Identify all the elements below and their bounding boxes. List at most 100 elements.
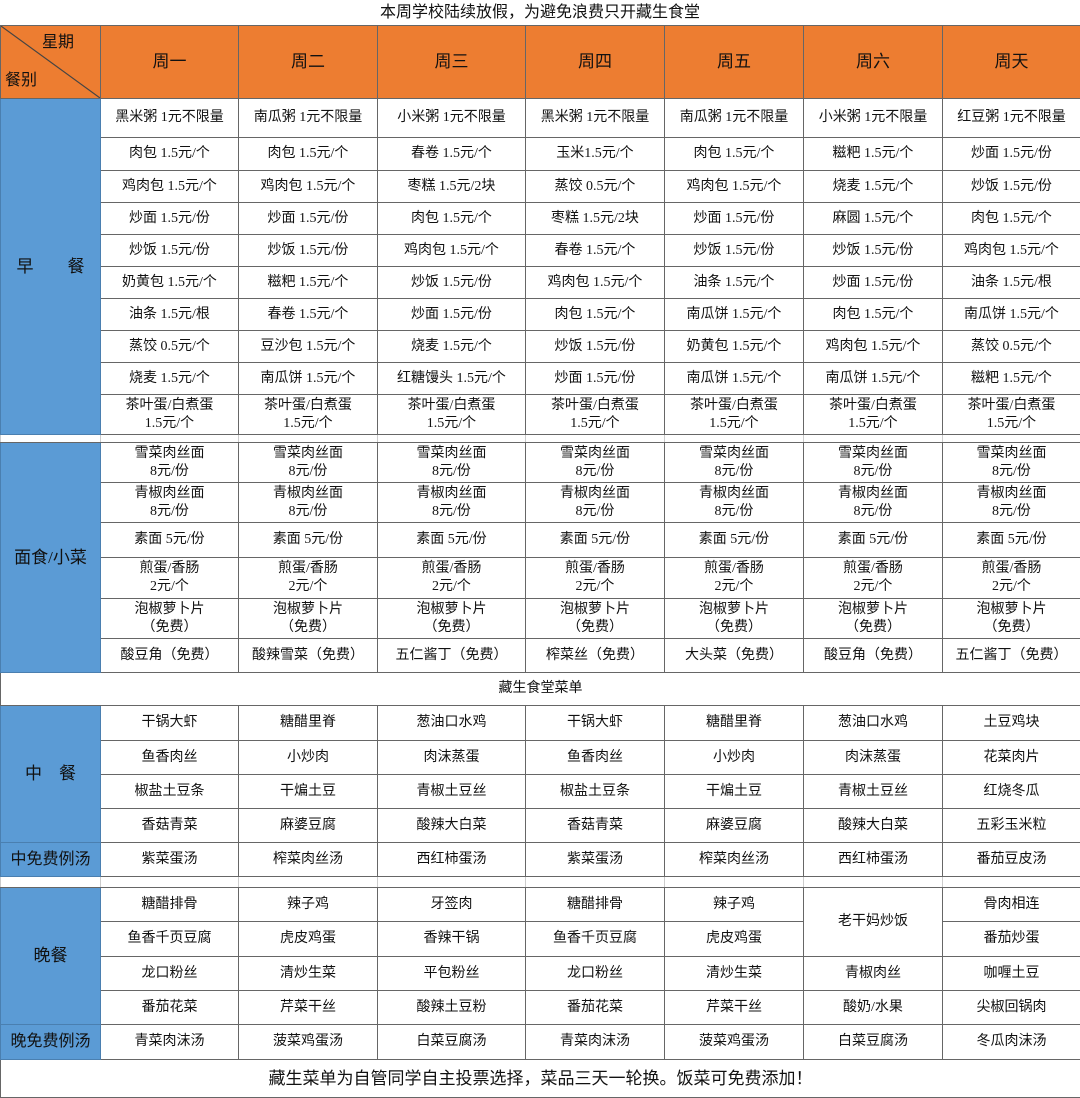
corner-weekday-label: 星期 (42, 34, 74, 52)
menu-cell: 茶叶蛋/白煮蛋 1.5元/个 (943, 395, 1080, 435)
table-row: 青椒肉丝面 8元/份青椒肉丝面 8元/份青椒肉丝面 8元/份青椒肉丝面 8元/份… (1, 483, 1080, 523)
spacer-cell (526, 877, 665, 888)
menu-cell: 茶叶蛋/白煮蛋 1.5元/个 (239, 395, 378, 435)
soup-cell: 菠菜鸡蛋汤 (665, 1025, 804, 1060)
menu-cell: 素面 5元/份 (943, 523, 1080, 558)
menu-cell: 肉沫蒸蛋 (804, 741, 943, 775)
menu-cell: 花菜肉片 (943, 741, 1080, 775)
menu-cell: 泡椒萝卜片 （免费） (101, 599, 239, 639)
table-row: 面食/小菜雪菜肉丝面 8元/份雪菜肉丝面 8元/份雪菜肉丝面 8元/份雪菜肉丝面… (1, 443, 1080, 483)
menu-cell: 煎蛋/香肠 2元/个 (804, 558, 943, 599)
menu-cell: 南瓜粥 1元不限量 (665, 99, 804, 138)
menu-cell: 黑米粥 1元不限量 (101, 99, 239, 138)
spacer-cell (239, 877, 378, 888)
menu-cell: 炒面 1.5元/份 (101, 203, 239, 235)
footer: 藏生菜单为自管同学自主投票选择，菜品三天一轮换。饭菜可免费添加！ (1, 1060, 1080, 1098)
menu-cell: 鸡肉包 1.5元/个 (943, 235, 1080, 267)
menu-cell: 辣子鸡 (665, 888, 804, 922)
spacer-cell (943, 877, 1080, 888)
table-row: 煎蛋/香肠 2元/个煎蛋/香肠 2元/个煎蛋/香肠 2元/个煎蛋/香肠 2元/个… (1, 558, 1080, 599)
menu-cell: 虎皮鸡蛋 (665, 922, 804, 957)
menu-cell: 泡椒萝卜片 （免费） (239, 599, 378, 639)
menu-cell: 小炒肉 (239, 741, 378, 775)
menu-cell: 清炒生菜 (239, 957, 378, 991)
menu-cell: 骨肉相连 (943, 888, 1080, 922)
spacer-cell (1, 435, 101, 443)
soup-cell: 青菜肉沫汤 (101, 1025, 239, 1060)
menu-cell: 龙口粉丝 (526, 957, 665, 991)
menu-cell: 五仁酱丁（免费） (378, 639, 526, 673)
table-row: 龙口粉丝清炒生菜平包粉丝龙口粉丝清炒生菜青椒肉丝咖喱土豆 (1, 957, 1080, 991)
table-row: 中 餐干锅大虾糖醋里脊葱油口水鸡干锅大虾糖醋里脊葱油口水鸡土豆鸡块 (1, 706, 1080, 741)
menu-cell: 煎蛋/香肠 2元/个 (665, 558, 804, 599)
day-header: 周一 (101, 26, 239, 99)
menu-cell: 肉包 1.5元/个 (101, 138, 239, 171)
menu-cell: 南瓜饼 1.5元/个 (804, 363, 943, 395)
dinner_soup-label: 晚免费例汤 (1, 1025, 101, 1060)
menu-cell: 肉包 1.5元/个 (804, 299, 943, 331)
menu-cell: 炒面 1.5元/份 (943, 138, 1080, 171)
menu-cell: 煎蛋/香肠 2元/个 (526, 558, 665, 599)
menu-cell: 茶叶蛋/白煮蛋 1.5元/个 (804, 395, 943, 435)
table-row: 椒盐土豆条干煸土豆青椒土豆丝椒盐土豆条干煸土豆青椒土豆丝红烧冬瓜 (1, 775, 1080, 809)
menu-cell: 肉包 1.5元/个 (526, 299, 665, 331)
soup-row: 中免费例汤紫菜蛋汤榨菜肉丝汤西红柿蛋汤紫菜蛋汤榨菜肉丝汤西红柿蛋汤番茄豆皮汤 (1, 843, 1080, 877)
menu-cell: 泡椒萝卜片 （免费） (526, 599, 665, 639)
menu-cell: 玉米1.5元/个 (526, 138, 665, 171)
lunch_soup-label: 中免费例汤 (1, 843, 101, 877)
menu-cell: 青椒肉丝 (804, 957, 943, 991)
menu-cell: 雪菜肉丝面 8元/份 (378, 443, 526, 483)
menu-cell: 虎皮鸡蛋 (239, 922, 378, 957)
menu-cell: 素面 5元/份 (526, 523, 665, 558)
spacer-cell (804, 877, 943, 888)
table-row: 晚餐糖醋排骨辣子鸡牙签肉糖醋排骨辣子鸡老干妈炒饭骨肉相连 (1, 888, 1080, 922)
menu-cell: 烧麦 1.5元/个 (378, 331, 526, 363)
menu-cell: 雪菜肉丝面 8元/份 (804, 443, 943, 483)
corner-meal-label: 餐别 (5, 72, 37, 90)
menu-cell: 青椒肉丝面 8元/份 (239, 483, 378, 523)
day-header: 周六 (804, 26, 943, 99)
menu-cell: 糖醋里脊 (239, 706, 378, 741)
menu-cell: 肉包 1.5元/个 (943, 203, 1080, 235)
soup-cell: 榨菜肉丝汤 (665, 843, 804, 877)
menu-cell: 老干妈炒饭 (804, 888, 943, 957)
menu-cell: 番茄炒蛋 (943, 922, 1080, 957)
menu-cell: 尖椒回锅肉 (943, 991, 1080, 1025)
menu-cell: 炒面 1.5元/份 (239, 203, 378, 235)
menu-cell: 鱼香肉丝 (101, 741, 239, 775)
menu-cell: 烧麦 1.5元/个 (804, 171, 943, 203)
menu-cell: 麻婆豆腐 (239, 809, 378, 843)
soup-cell: 青菜肉沫汤 (526, 1025, 665, 1060)
menu-cell: 酸辣大白菜 (378, 809, 526, 843)
table-row: 炒饭 1.5元/份炒饭 1.5元/份鸡肉包 1.5元/个春卷 1.5元/个炒饭 … (1, 235, 1080, 267)
menu-cell: 小炒肉 (665, 741, 804, 775)
menu-cell: 大头菜（免费） (665, 639, 804, 673)
menu-cell: 番茄花菜 (101, 991, 239, 1025)
menu-cell: 春卷 1.5元/个 (378, 138, 526, 171)
menu-cell: 青椒土豆丝 (378, 775, 526, 809)
soup-cell: 西红柿蛋汤 (804, 843, 943, 877)
table-row: 番茄花菜芹菜干丝酸辣土豆粉番茄花菜芹菜干丝酸奶/水果尖椒回锅肉 (1, 991, 1080, 1025)
table-row: 炒面 1.5元/份炒面 1.5元/份肉包 1.5元/个枣糕 1.5元/2块炒面 … (1, 203, 1080, 235)
day-header: 周四 (526, 26, 665, 99)
menu-cell: 茶叶蛋/白煮蛋 1.5元/个 (101, 395, 239, 435)
menu-cell: 泡椒萝卜片 （免费） (943, 599, 1080, 639)
menu-cell: 葱油口水鸡 (378, 706, 526, 741)
menu-cell: 素面 5元/份 (101, 523, 239, 558)
menu-cell: 牙签肉 (378, 888, 526, 922)
table-row: 烧麦 1.5元/个南瓜饼 1.5元/个红糖馒头 1.5元/个炒面 1.5元/份南… (1, 363, 1080, 395)
spacer-cell (1, 877, 101, 888)
menu-cell: 茶叶蛋/白煮蛋 1.5元/个 (665, 395, 804, 435)
lunch-label: 中 餐 (1, 706, 101, 843)
menu-cell: 干煸土豆 (665, 775, 804, 809)
menu-cell: 青椒肉丝面 8元/份 (665, 483, 804, 523)
menu-cell: 青椒肉丝面 8元/份 (526, 483, 665, 523)
spacer-cell (526, 435, 665, 443)
menu-cell: 肉沫蒸蛋 (378, 741, 526, 775)
menu-cell: 麻婆豆腐 (665, 809, 804, 843)
day-header: 周天 (943, 26, 1080, 99)
menu-cell: 南瓜饼 1.5元/个 (943, 299, 1080, 331)
menu-cell: 酸豆角（免费） (804, 639, 943, 673)
breakfast-label: 早 餐 (1, 99, 101, 435)
menu-cell: 春卷 1.5元/个 (526, 235, 665, 267)
